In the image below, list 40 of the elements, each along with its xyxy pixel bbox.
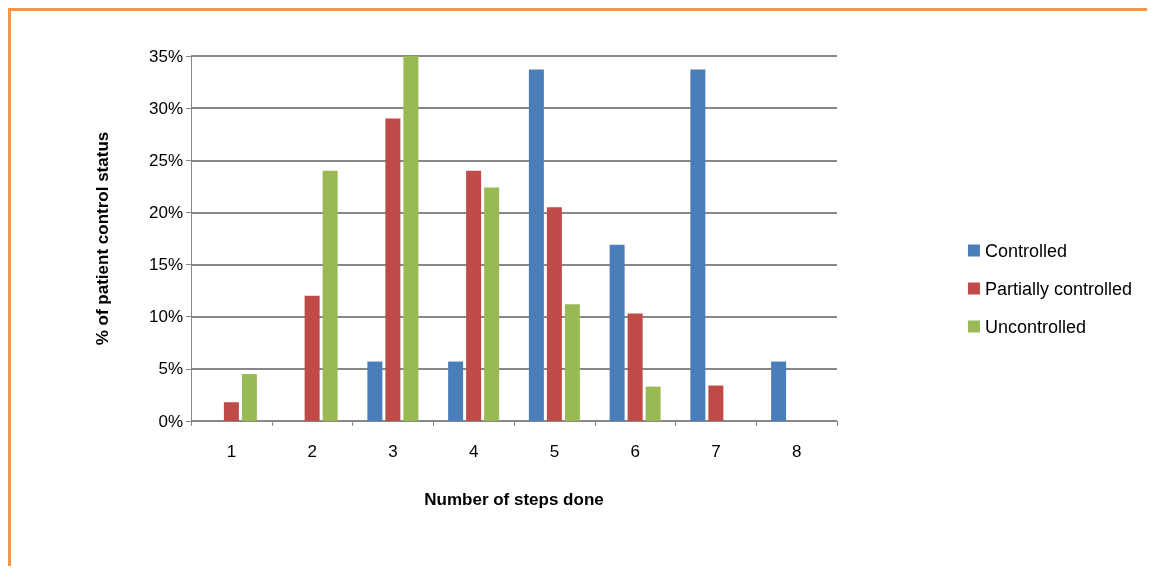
- bar: [223, 402, 239, 421]
- bar: [322, 170, 338, 421]
- x-tick-label: 3: [388, 442, 398, 461]
- bar: [304, 295, 320, 421]
- bar: [484, 187, 500, 421]
- bar: [627, 313, 643, 421]
- legend-label: Partially controlled: [984, 278, 1133, 299]
- bar: [708, 385, 724, 421]
- x-tick-label: 7: [711, 442, 721, 461]
- x-tick-label: 5: [549, 442, 560, 461]
- bar: [564, 304, 580, 421]
- x-axis-title: Number of steps done: [424, 490, 604, 509]
- y-tick-label: 15%: [148, 255, 183, 275]
- x-tick-label: 2: [307, 442, 317, 461]
- x-tick-label: 8: [791, 442, 802, 461]
- bar: [367, 361, 383, 421]
- bar: [771, 361, 787, 421]
- legend-label: Uncontrolled: [984, 316, 1086, 337]
- bar: [645, 386, 661, 421]
- y-tick-label: 0%: [158, 411, 183, 431]
- y-tick-label: 25%: [148, 150, 183, 170]
- bar: [448, 361, 464, 421]
- bar: [466, 170, 482, 421]
- y-tick-label: 30%: [148, 98, 183, 118]
- bar: [528, 69, 544, 421]
- y-tick-label: 10%: [148, 307, 183, 327]
- bar: [241, 374, 257, 421]
- y-tick-label: 5%: [158, 359, 183, 379]
- x-tick-label: 1: [226, 442, 237, 461]
- bar: [385, 118, 401, 421]
- bar: [403, 56, 419, 421]
- x-tick-label: 4: [468, 442, 479, 461]
- bar: [546, 207, 562, 421]
- y-tick-label: 20%: [148, 202, 183, 222]
- bar: [690, 69, 706, 421]
- y-axis-title: % of patient control status: [93, 131, 112, 346]
- y-tick-label: 35%: [148, 46, 183, 66]
- x-tick-label: 6: [630, 442, 640, 461]
- legend-label: Controlled: [984, 240, 1067, 261]
- bar: [609, 244, 625, 421]
